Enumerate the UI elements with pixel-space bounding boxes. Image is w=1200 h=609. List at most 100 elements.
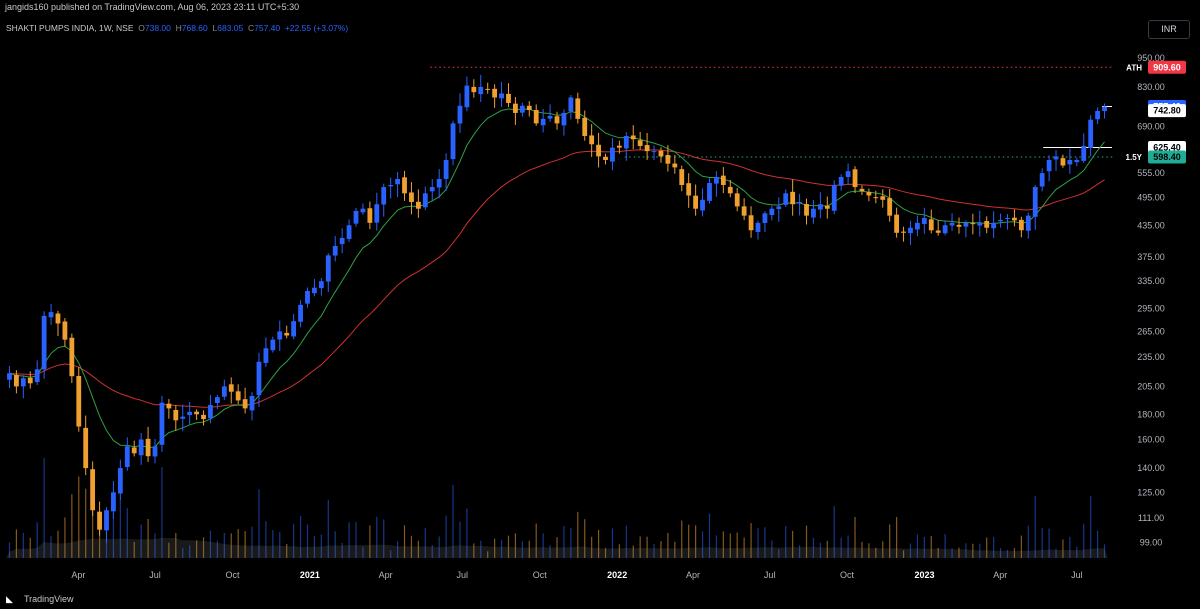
y-tick-label: 235.00	[1137, 352, 1165, 362]
y-tick-label: 205.00	[1137, 381, 1165, 391]
volume-bar	[1041, 527, 1043, 558]
candle-body	[998, 219, 1003, 222]
candle-body	[984, 220, 990, 228]
volume-bar	[1097, 530, 1099, 558]
volume-bar	[299, 515, 302, 558]
candle-body	[55, 313, 61, 324]
candle-body	[256, 361, 262, 396]
candle-body	[755, 222, 761, 233]
volume-bar	[570, 528, 572, 558]
volume-bar	[882, 541, 884, 558]
candle-body	[228, 384, 234, 392]
volume-bar	[750, 523, 752, 558]
volume-bar	[923, 536, 925, 558]
volume-bar	[1034, 495, 1036, 558]
volume-bar	[445, 515, 447, 558]
candle-body	[131, 447, 137, 454]
y-tick-label: 950.00	[1137, 53, 1165, 63]
candle-body	[145, 438, 151, 457]
volume-bar	[244, 531, 246, 558]
volume-bar	[209, 530, 212, 558]
volume-bar	[334, 531, 336, 558]
candle-body	[471, 86, 477, 93]
candle-body	[201, 414, 206, 420]
candle-body	[707, 182, 712, 201]
volume-bar	[161, 467, 163, 558]
candle-body	[506, 93, 511, 103]
candle-body	[166, 403, 172, 409]
volume-bar	[216, 540, 218, 558]
candle-body	[970, 223, 976, 225]
candle-body	[1060, 158, 1066, 166]
volume-bar	[805, 525, 808, 558]
candle-body	[277, 331, 283, 340]
candle-body	[859, 188, 865, 192]
volume-bar	[951, 548, 953, 558]
candle-body	[928, 219, 934, 231]
volume-bar	[480, 540, 482, 558]
candle-body	[332, 245, 338, 256]
volume-bar	[722, 531, 724, 558]
volume-bar	[126, 508, 128, 558]
candle-body	[977, 222, 983, 226]
candle-body	[76, 375, 82, 427]
volume-bar	[15, 529, 17, 558]
volume-bar	[8, 542, 11, 558]
volume-bar	[438, 536, 440, 558]
volume-bar	[604, 547, 607, 558]
candle-body	[762, 213, 768, 224]
volume-bar	[736, 532, 738, 558]
candle-body	[1046, 160, 1052, 172]
volume-bar	[646, 536, 648, 558]
candle-body	[873, 197, 879, 199]
candle-body	[173, 409, 179, 421]
volume-bar	[133, 541, 135, 558]
candle-body	[353, 210, 359, 224]
candle-body	[97, 511, 102, 530]
candle-body	[318, 281, 324, 289]
price-label: 625.40	[1153, 143, 1181, 153]
price-label-box	[1148, 150, 1186, 164]
candle-body	[568, 97, 574, 112]
volume-bar	[348, 522, 350, 558]
currency-button[interactable]: INR	[1148, 20, 1190, 39]
volume-bar	[556, 537, 558, 558]
symbol-legend: SHAKTI PUMPS INDIA, 1W, NSE O738.00 H768…	[6, 23, 348, 34]
candle-body	[956, 224, 962, 227]
volume-bar	[667, 532, 669, 558]
candle-body	[339, 237, 345, 245]
volume-bar	[916, 534, 919, 558]
volume-bar	[944, 534, 946, 558]
volume-bar	[639, 536, 641, 558]
volume-bar	[189, 545, 191, 558]
candle-body	[270, 339, 276, 351]
volume-bar	[597, 529, 600, 558]
x-tick-label: 2023	[914, 570, 934, 580]
candle-body	[221, 386, 227, 397]
volume-bar	[507, 535, 510, 558]
candle-body	[637, 140, 643, 146]
volume-bar	[965, 543, 967, 558]
volume-bar	[958, 547, 960, 558]
volume-bar	[535, 523, 537, 558]
volume-bar	[431, 545, 433, 558]
volume-bar	[452, 484, 454, 558]
candle-body	[942, 225, 948, 234]
candle-body	[152, 446, 158, 457]
volume-bar	[937, 547, 939, 558]
candle-body	[436, 178, 442, 188]
x-tick-label: Oct	[840, 570, 855, 580]
volume-bar	[1062, 539, 1064, 558]
volume-bar	[854, 516, 856, 558]
volume-bar	[889, 524, 891, 558]
volume-bar	[840, 537, 842, 558]
candle-body	[27, 377, 33, 384]
candle-body	[346, 225, 352, 239]
candle-body	[409, 192, 414, 202]
price-chart[interactable]: 950.00 830.00 690.00 555.00 495.00 435.00 375.…	[0, 0, 1200, 590]
y-tick-label: 160.00	[1137, 434, 1165, 444]
candle-body	[312, 287, 317, 294]
volume-bar	[258, 489, 260, 558]
price-tag: 1.5Y	[1126, 153, 1143, 162]
candle-body	[69, 337, 75, 377]
